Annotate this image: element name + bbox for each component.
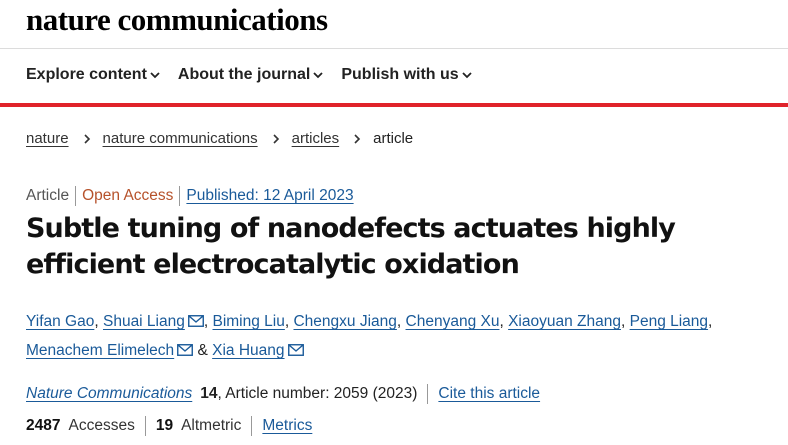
author-link[interactable]: Chenyang Xu [405, 313, 500, 330]
breadcrumb-current: article [373, 130, 414, 147]
email-icon [177, 344, 194, 356]
nav-about-journal-label: About the journal [177, 66, 311, 83]
author-link[interactable]: Shuai Liang [103, 313, 204, 330]
metrics-line: 2487 Accesses 19 Altmetric Metrics [26, 416, 312, 436]
author-separator: , [284, 313, 294, 330]
altmetric-count: 19 [155, 417, 174, 434]
breadcrumb: nature nature communications articles ar… [26, 130, 413, 147]
email-icon [287, 344, 304, 356]
main-nav: Explore content About the journal Publis… [26, 66, 490, 84]
nav-about-journal[interactable]: About the journal [178, 66, 324, 84]
breadcrumb-nature-communications[interactable]: nature communications [102, 130, 258, 147]
author-link[interactable]: Peng Liang [629, 313, 709, 330]
accesses-count: 2487 [26, 417, 61, 434]
chevron-right-icon [273, 133, 279, 144]
article-type: Article [26, 187, 70, 204]
meta-divider [75, 186, 77, 206]
author-separator: , [620, 313, 630, 330]
author-link[interactable]: Biming Liu [212, 313, 285, 330]
nav-explore-content[interactable]: Explore content [26, 66, 161, 84]
journal-link[interactable]: Nature Communications [26, 385, 193, 402]
meta-divider [179, 186, 181, 206]
altmetric-label: Altmetric [181, 417, 242, 434]
author-link[interactable]: Menachem Elimelech [26, 342, 194, 359]
metrics-divider [251, 416, 253, 436]
author-separator: , [203, 313, 213, 330]
author-separator: , [499, 313, 509, 330]
chevron-right-icon [83, 133, 90, 144]
author-link[interactable]: Chengxu Jiang [293, 313, 397, 330]
author-link[interactable]: Xia Huang [212, 342, 304, 359]
breadcrumb-nature[interactable]: nature [26, 130, 69, 147]
breadcrumb-articles[interactable]: articles [291, 130, 340, 147]
author-name: Shuai Liang [102, 313, 185, 330]
site-logo[interactable]: nature communications [26, 2, 328, 37]
citation-divider [427, 384, 429, 404]
author-separator: & [193, 342, 213, 359]
metrics-divider [144, 416, 146, 436]
accent-bar [0, 103, 788, 107]
nav-explore-content-label: Explore content [26, 66, 147, 83]
author-separator: , [396, 313, 406, 330]
author-name: Menachem Elimelech [26, 342, 175, 359]
cite-article-link[interactable]: Cite this article [438, 385, 541, 402]
author-link[interactable]: Xiaoyuan Zhang [508, 313, 621, 330]
chevron-right-icon [354, 133, 361, 144]
chevron-down-icon [150, 72, 160, 79]
accesses-label: Accesses [68, 417, 135, 434]
author-link[interactable]: Yifan Gao [26, 313, 95, 330]
citation-line: Nature Communications 14 , Article numbe… [26, 384, 540, 404]
volume-number: 14 [200, 385, 218, 402]
author-separator: , [708, 313, 713, 330]
chevron-down-icon [313, 72, 323, 79]
article-number: , Article number: 2059 (2023) [217, 385, 418, 402]
chevron-down-icon [462, 72, 472, 79]
author-name: Xia Huang [212, 342, 285, 359]
metrics-link[interactable]: Metrics [262, 417, 313, 434]
header-divider [0, 48, 788, 49]
open-access-badge: Open Access [82, 187, 174, 204]
author-list: Yifan Gao, Shuai Liang, Biming Liu, Chen… [26, 307, 786, 365]
article-title: Subtle tuning of nanodefects actuates hi… [26, 213, 676, 280]
author-separator: , [94, 313, 103, 330]
nav-publish-with-us[interactable]: Publish with us [341, 66, 472, 84]
article-meta: Article Open Access Published: 12 April … [26, 186, 354, 206]
published-date-link[interactable]: Published: 12 April 2023 [186, 187, 354, 204]
email-icon [187, 315, 204, 327]
nav-publish-with-us-label: Publish with us [341, 66, 459, 83]
